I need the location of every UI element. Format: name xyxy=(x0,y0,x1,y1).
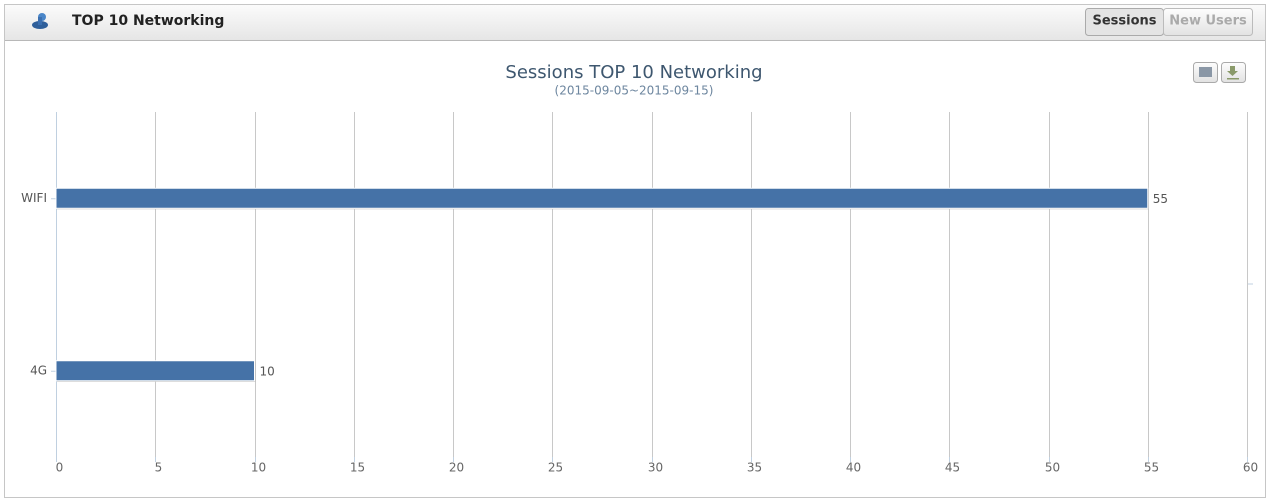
x-tick-label: 35 xyxy=(747,461,762,475)
bar xyxy=(55,360,255,382)
x-tick-label: 45 xyxy=(945,461,960,475)
y-tick-label: WIFI xyxy=(21,191,47,205)
data-label: 10 xyxy=(260,364,275,378)
x-tick-label: 25 xyxy=(548,461,563,475)
x-tick-label: 5 xyxy=(155,461,163,475)
print-button[interactable] xyxy=(1193,62,1218,83)
tab-button[interactable] xyxy=(1163,8,1253,36)
tab-label[interactable]: New Users xyxy=(1169,14,1247,29)
x-tick-label: 20 xyxy=(449,461,464,475)
bar xyxy=(55,187,1149,209)
panel xyxy=(4,4,1266,498)
x-tick-label: 15 xyxy=(350,461,365,475)
panel-header xyxy=(5,5,1265,40)
x-tick-label: 60 xyxy=(1243,461,1258,475)
x-tick-label: 0 xyxy=(56,461,64,475)
data-label: 55 xyxy=(1153,192,1168,206)
y-tick-label: 4G xyxy=(30,363,47,377)
x-tick-label: 55 xyxy=(1144,461,1159,475)
header-title: TOP 10 Networking xyxy=(72,13,224,29)
download-button[interactable] xyxy=(1221,62,1246,83)
x-tick-label: 50 xyxy=(1045,461,1060,475)
chart-subtitle: (2015-09-05~2015-09-15) xyxy=(555,84,714,98)
x-tick-label: 10 xyxy=(251,461,266,475)
x-tick-label: 40 xyxy=(846,461,861,475)
x-tick-label: 30 xyxy=(648,461,663,475)
chart-title: Sessions TOP 10 Networking xyxy=(505,62,762,83)
header-icon xyxy=(32,13,48,29)
tab-label[interactable]: Sessions xyxy=(1092,14,1156,29)
